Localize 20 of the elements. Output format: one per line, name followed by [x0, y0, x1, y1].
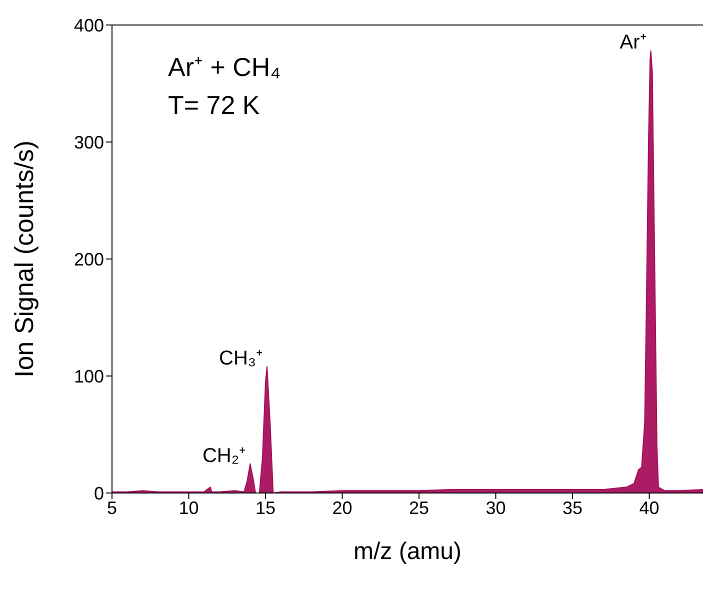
x-tick-label: 40: [639, 498, 660, 518]
annotation: Ar⁺: [620, 32, 647, 54]
annotation: Ar⁺ + CH₄: [168, 51, 281, 84]
x-tick-label: 10: [178, 498, 199, 518]
annotation: T= 72 K: [168, 89, 261, 122]
y-tick-label: 300: [74, 132, 104, 152]
x-tick-label: 35: [562, 498, 583, 518]
y-tick-label: 100: [74, 366, 104, 386]
y-tick-label: 400: [74, 15, 104, 36]
x-axis-title: m/z (amu): [354, 538, 462, 565]
annotation: CH₃⁺: [219, 348, 264, 370]
y-axis-title: Ion Signal (counts/s): [9, 140, 40, 378]
annotation: CH₂⁺: [202, 444, 246, 467]
y-tick-label: 200: [74, 249, 104, 270]
x-tick-label: 25: [408, 498, 430, 518]
x-tick-label: 5: [106, 498, 118, 518]
y-tick-label: 0: [94, 483, 104, 504]
x-tick-label: 30: [486, 498, 506, 518]
x-tick-label: 20: [332, 498, 352, 518]
x-tick-label: 15: [255, 498, 276, 518]
